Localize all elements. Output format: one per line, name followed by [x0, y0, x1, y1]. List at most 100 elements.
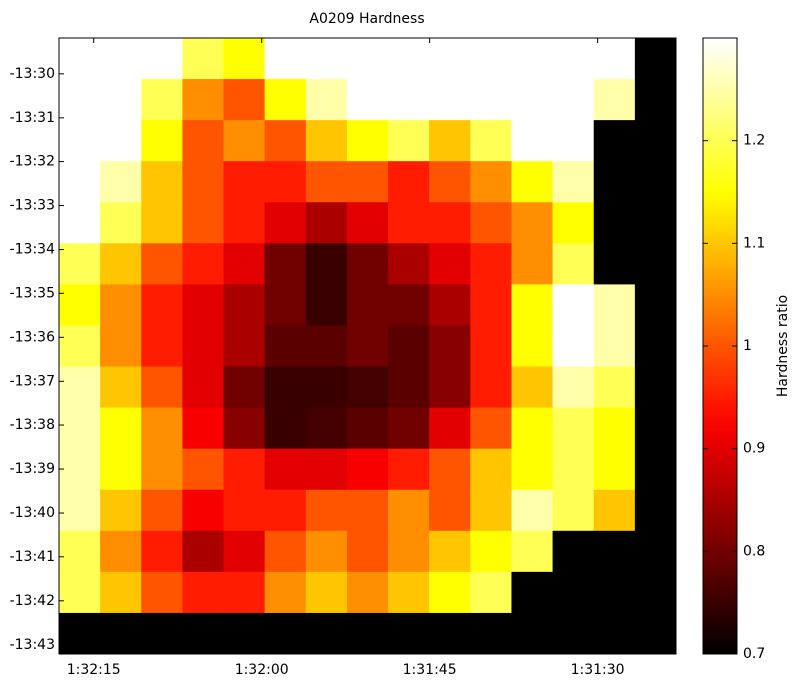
heatmap-cell	[552, 612, 595, 655]
heatmap-cell	[182, 530, 225, 573]
colorbar-tick-label: 0.8	[743, 543, 765, 559]
heatmap-cell	[182, 612, 225, 655]
heatmap-cell	[264, 243, 307, 285]
heatmap-cell	[552, 366, 595, 409]
heatmap-cell	[182, 448, 225, 491]
heatmap-cell	[223, 161, 266, 203]
heatmap-cell	[346, 407, 389, 450]
heatmap-cell	[388, 489, 430, 532]
heatmap-cell	[141, 489, 183, 532]
heatmap-cell	[305, 161, 348, 203]
heatmap-cell	[182, 120, 225, 162]
heatmap-cell	[470, 79, 512, 121]
heatmap-cell	[346, 284, 389, 326]
heatmap-cell	[100, 284, 142, 326]
heatmap-cell	[429, 571, 471, 614]
heatmap-cell	[100, 120, 142, 162]
heatmap-cell	[59, 38, 101, 80]
heatmap-cell	[429, 325, 471, 368]
heatmap-cell	[634, 612, 677, 655]
heatmap-cell	[593, 243, 636, 285]
plot-frame	[58, 37, 677, 655]
heatmap-cell	[264, 448, 307, 491]
heatmap-cell	[470, 120, 512, 162]
heatmap-cell	[223, 489, 266, 532]
heatmap-cell	[388, 612, 430, 655]
heatmap-cell	[264, 530, 307, 573]
heatmap-cell	[593, 120, 636, 162]
heatmap-cell	[511, 79, 554, 121]
heatmap-cell	[346, 202, 389, 244]
heatmap-cell	[305, 38, 348, 80]
heatmap-cell	[305, 530, 348, 573]
heatmap-cell	[593, 325, 636, 368]
heatmap-cell	[182, 366, 225, 409]
heatmap-cell	[388, 243, 430, 285]
heatmap-cell	[388, 202, 430, 244]
heatmap-cell	[593, 79, 636, 121]
colorbar	[702, 37, 738, 655]
heatmap-cell	[305, 407, 348, 450]
heatmap-cell	[346, 612, 389, 655]
x-tick-label: 1:31:30	[571, 662, 625, 678]
heatmap-cell	[470, 448, 512, 491]
heatmap-cell	[634, 120, 677, 162]
colorbar-tick-label: 0.7	[743, 646, 765, 662]
heatmap-cell	[634, 448, 677, 491]
heatmap-cell	[141, 161, 183, 203]
heatmap-cell	[388, 38, 430, 80]
heatmap-cell	[141, 120, 183, 162]
heatmap-cell	[593, 407, 636, 450]
heatmap-cell	[511, 407, 554, 450]
heatmap-cell	[552, 120, 595, 162]
heatmap-cell	[346, 366, 389, 409]
heatmap-cell	[511, 489, 554, 532]
heatmap-cell	[388, 79, 430, 121]
heatmap-cell	[346, 243, 389, 285]
heatmap-cell	[470, 407, 512, 450]
heatmap-cell	[429, 284, 471, 326]
heatmap-cell	[59, 448, 101, 491]
heatmap-cell	[141, 325, 183, 368]
heatmap-cell	[305, 366, 348, 409]
heatmap-cell	[182, 38, 225, 80]
heatmap-cell	[552, 407, 595, 450]
heatmap-cell	[141, 284, 183, 326]
heatmap-cell	[511, 325, 554, 368]
heatmap-cell	[182, 489, 225, 532]
colorbar-tick-label: 0.9	[743, 441, 765, 457]
heatmap-cell	[182, 407, 225, 450]
heatmap-cell	[552, 325, 595, 368]
heatmap-cell	[511, 571, 554, 614]
heatmap-cell	[59, 407, 101, 450]
heatmap-cell	[634, 161, 677, 203]
x-tick-label: 1:31:45	[403, 662, 457, 678]
heatmap-cell	[223, 202, 266, 244]
heatmap-cell	[346, 79, 389, 121]
heatmap-cell	[305, 120, 348, 162]
heatmap-cell	[429, 448, 471, 491]
heatmap-cell	[182, 202, 225, 244]
heatmap-cell	[634, 366, 677, 409]
heatmap-cell	[346, 325, 389, 368]
heatmap-cell	[141, 79, 183, 121]
heatmap-cell	[100, 79, 142, 121]
heatmap-cell	[634, 284, 677, 326]
y-tick-label: -13:40	[10, 505, 55, 521]
heatmap-cell	[223, 366, 266, 409]
heatmap-cell	[264, 284, 307, 326]
heatmap-cell	[264, 120, 307, 162]
heatmap-cell	[593, 366, 636, 409]
y-tick-label: -13:38	[10, 417, 55, 433]
heatmap-cell	[346, 571, 389, 614]
heatmap-cell	[470, 161, 512, 203]
heatmap-cell	[634, 407, 677, 450]
heatmap-cell	[100, 243, 142, 285]
heatmap-cell	[141, 407, 183, 450]
heatmap-cell	[552, 448, 595, 491]
y-tick-label: -13:41	[10, 549, 55, 565]
heatmap-cell	[223, 243, 266, 285]
heatmap-cell	[634, 243, 677, 285]
colorbar-label: Hardness ratio	[775, 295, 791, 397]
